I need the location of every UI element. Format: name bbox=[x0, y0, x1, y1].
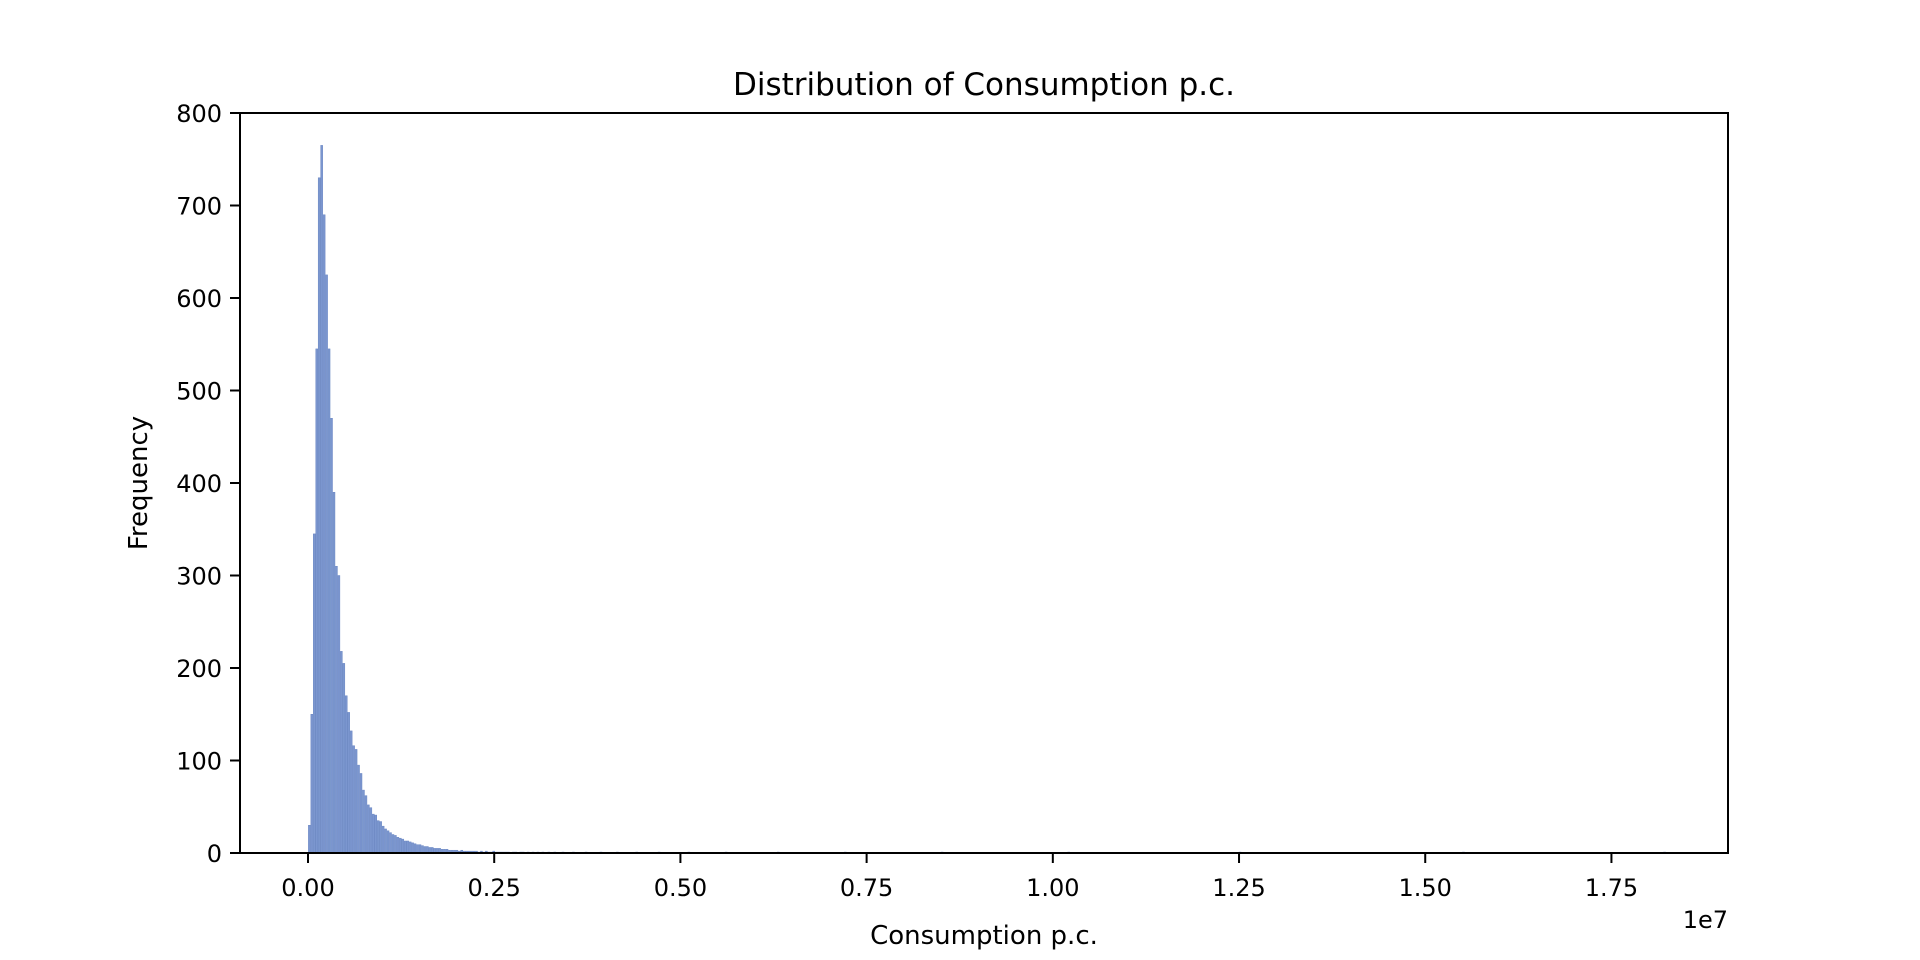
histogram-bar bbox=[394, 835, 397, 854]
y-tick-label: 300 bbox=[176, 563, 222, 591]
x-tick-label: 1.25 bbox=[1212, 874, 1265, 902]
x-tick-label: 0.25 bbox=[467, 874, 520, 902]
histogram-bar bbox=[315, 348, 319, 854]
histogram-bar bbox=[359, 773, 363, 854]
histogram-bar bbox=[320, 145, 323, 854]
histogram-bar bbox=[411, 842, 414, 854]
histogram-bar bbox=[340, 651, 343, 854]
x-axis-label: Consumption p.c. bbox=[870, 921, 1098, 951]
x-axis-offset-label: 1e7 bbox=[1683, 906, 1728, 934]
histogram-bar bbox=[372, 813, 375, 854]
x-tick-label: 0.00 bbox=[281, 874, 334, 902]
histogram-bar bbox=[313, 533, 316, 854]
histogram-bar bbox=[401, 838, 405, 854]
x-tick-label: 1.00 bbox=[1026, 874, 1079, 902]
histogram-bar bbox=[322, 214, 326, 854]
histogram-bars bbox=[308, 145, 1666, 854]
y-tick-label: 200 bbox=[176, 655, 222, 683]
histogram-bar bbox=[421, 845, 424, 854]
histogram-bar bbox=[342, 663, 346, 854]
histogram-bar bbox=[381, 825, 385, 854]
histogram-bar bbox=[408, 841, 412, 854]
y-tick-label: 500 bbox=[176, 378, 222, 406]
y-tick-label: 600 bbox=[176, 285, 222, 313]
histogram-bar bbox=[369, 807, 373, 854]
histogram-bar bbox=[379, 821, 382, 854]
histogram-bar bbox=[349, 730, 353, 854]
histogram-bar bbox=[344, 695, 348, 854]
plot-area-spines bbox=[239, 112, 1729, 854]
x-tick-label: 0.50 bbox=[654, 874, 707, 902]
histogram-bar bbox=[337, 575, 341, 854]
y-tick-label: 0 bbox=[207, 840, 222, 868]
histogram-bar bbox=[391, 834, 395, 854]
histogram-bar bbox=[386, 830, 390, 854]
histogram-bar bbox=[413, 843, 417, 854]
histogram-bar bbox=[310, 714, 314, 854]
chart-title: Distribution of Consumption p.c. bbox=[733, 67, 1235, 103]
histogram-bar bbox=[389, 832, 392, 854]
histogram-bar bbox=[367, 804, 370, 854]
histogram-bar bbox=[332, 492, 336, 854]
histogram-bar bbox=[327, 348, 331, 854]
histogram-bar bbox=[362, 789, 365, 854]
histogram-bar bbox=[357, 764, 360, 854]
histogram-bar bbox=[347, 712, 350, 854]
y-tick-label: 400 bbox=[176, 470, 222, 498]
histogram-bar bbox=[325, 274, 328, 854]
histogram-bar bbox=[354, 749, 358, 854]
histogram-bar bbox=[330, 418, 333, 854]
histogram-bar bbox=[352, 745, 355, 854]
histogram-bar bbox=[403, 840, 407, 854]
histogram-bar bbox=[384, 828, 387, 854]
y-tick-label: 700 bbox=[176, 193, 222, 221]
y-tick-label: 100 bbox=[176, 748, 222, 776]
x-tick-label: 1.75 bbox=[1585, 874, 1638, 902]
histogram-bar bbox=[418, 844, 422, 854]
histogram-bar bbox=[406, 840, 409, 854]
y-axis-label: Frequency bbox=[124, 416, 154, 550]
histogram-bar bbox=[308, 825, 311, 854]
x-tick-label: 0.75 bbox=[840, 874, 893, 902]
histogram-bar bbox=[416, 844, 419, 854]
y-tick-label: 800 bbox=[176, 100, 222, 128]
histogram-bar bbox=[335, 566, 338, 854]
histogram-bar bbox=[396, 837, 400, 854]
histogram-bar bbox=[399, 837, 402, 854]
histogram-bar bbox=[317, 177, 321, 854]
x-axis-ticks: 0.00 0.25 0.50 0.75 1.00 1.25 1.50 1.75 bbox=[281, 853, 1638, 902]
histogram-bar bbox=[364, 795, 368, 854]
histogram-bar bbox=[376, 820, 380, 854]
x-tick-label: 1.50 bbox=[1399, 874, 1452, 902]
histogram-bar bbox=[374, 814, 377, 854]
y-axis-ticks: 0 100 200 300 400 500 600 700 800 bbox=[176, 100, 240, 868]
